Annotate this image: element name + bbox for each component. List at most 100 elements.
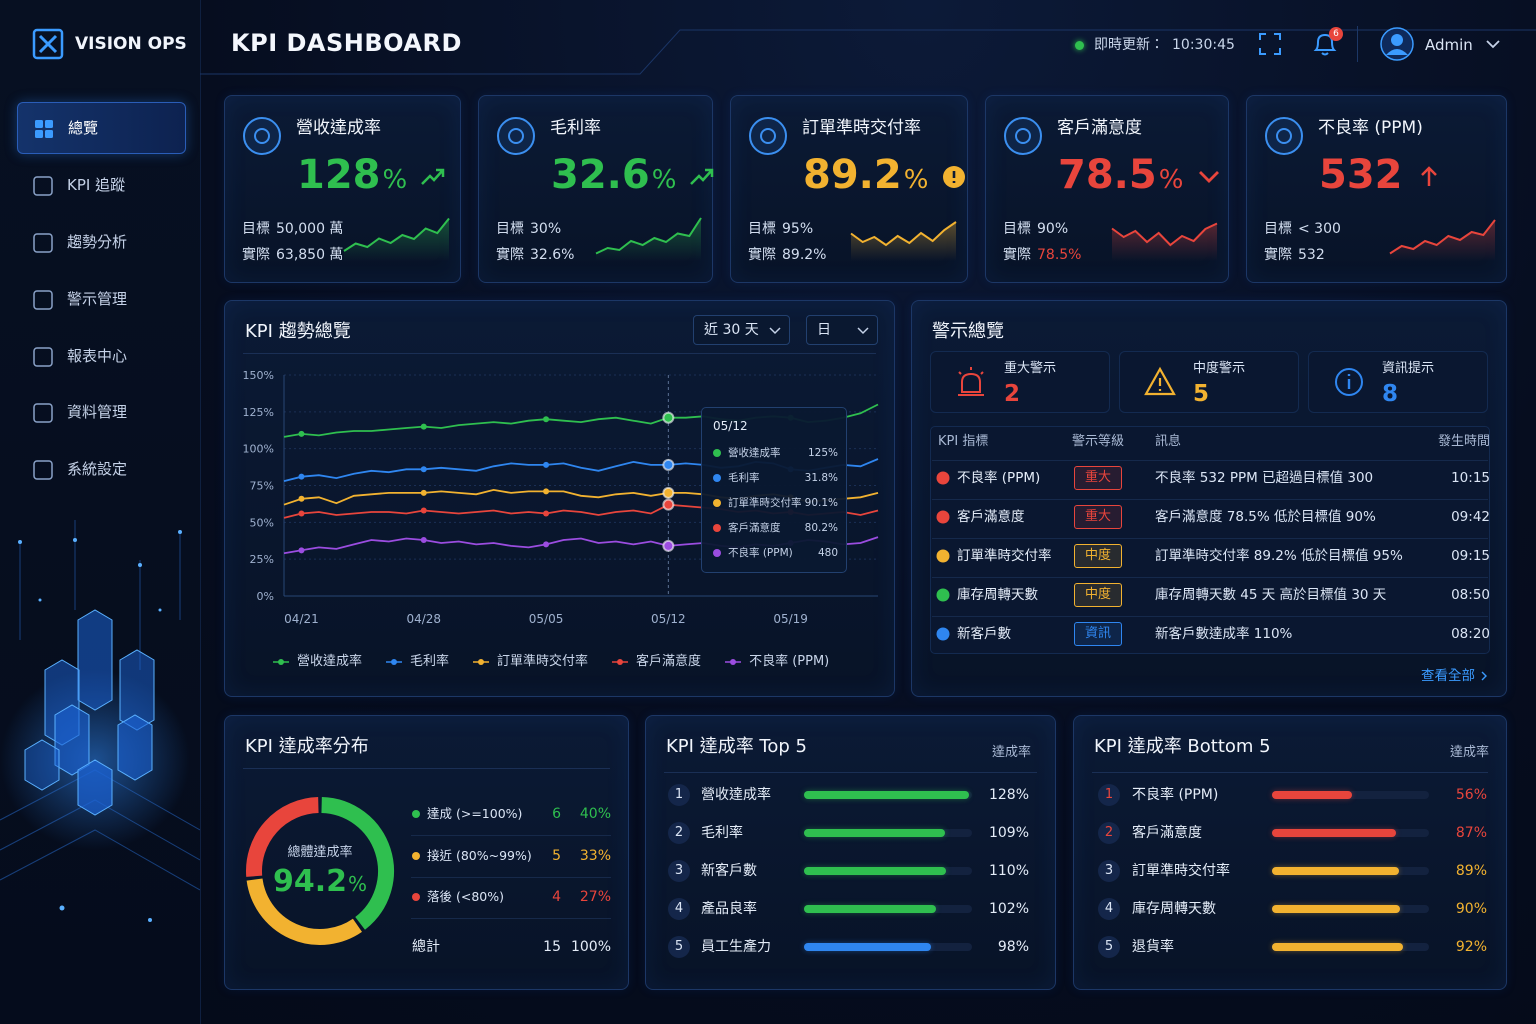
view-all[interactable]: 查看全部 — [1421, 667, 1487, 685]
nav-icon-cell — [45, 130, 53, 138]
nav-label: KPI 追蹤 — [67, 176, 126, 194]
nav-item[interactable]: 報表中心 — [17, 331, 186, 383]
nav-icon-shape — [33, 290, 53, 310]
row-kpi: 訂單準時交付率 — [957, 548, 1052, 564]
kpi-icon-core — [508, 128, 524, 144]
notification-button[interactable] — [1312, 30, 1338, 58]
nav-item[interactable]: 總覽 — [17, 102, 186, 154]
user-menu — [1486, 40, 1500, 49]
brand-logo — [32, 28, 64, 60]
donut-center-value: 94.2% — [240, 864, 400, 904]
chevron — [857, 327, 869, 335]
user-name[interactable]: Admin — [1425, 36, 1473, 54]
kpi-actual: 實際 78.5% — [1003, 245, 1081, 265]
header-line — [440, 29, 1536, 75]
kpi-actual-value: 532 — [1298, 247, 1325, 263]
rank: 2 — [668, 822, 690, 844]
rank: 1 — [668, 784, 690, 806]
series-point — [662, 498, 675, 511]
series-point — [420, 423, 427, 430]
arrow-up — [421, 168, 445, 185]
kpi-icon-core — [254, 128, 270, 144]
kpi-target-value: 30% — [530, 221, 562, 237]
legend-dot — [412, 893, 420, 901]
nav-icon-cell — [35, 120, 43, 128]
legend-count: 5 — [552, 847, 561, 864]
rank: 5 — [668, 936, 690, 958]
kpi-icon — [497, 117, 535, 155]
y-tick-label: 75% — [250, 480, 274, 493]
row-message: 客戶滿意度 78.5% 低於目標值 90% — [1155, 509, 1376, 525]
rank-value: 109% — [988, 825, 1029, 841]
legend-divider — [411, 835, 611, 836]
kpi-actual-label: 實際 — [496, 247, 524, 263]
nav-label: 警示管理 — [67, 290, 128, 308]
tooltip-value: 90.1% — [804, 497, 838, 509]
tooltip-dot — [713, 449, 721, 457]
nav-item[interactable]: KPI 追蹤 — [17, 160, 186, 212]
row-divider — [932, 538, 1488, 539]
row-icon — [936, 549, 950, 563]
bar — [1272, 791, 1352, 799]
kpi-value: 532 — [1319, 152, 1403, 198]
row-icon-dot — [936, 510, 950, 524]
row-icon — [936, 510, 950, 524]
rank-name: 客戶滿意度 — [1132, 825, 1202, 841]
fullscreen-button[interactable] — [1259, 33, 1281, 55]
select[interactable]: 日 — [806, 315, 878, 345]
separator — [664, 772, 1037, 773]
row-kpi: 庫存周轉天數 — [957, 587, 1038, 603]
rank: 5 — [1098, 936, 1120, 958]
alert-summary: 重大警示 2 — [930, 351, 1110, 413]
legend-count: 4 — [552, 889, 561, 905]
info — [1335, 368, 1363, 396]
nav-item[interactable]: 警示管理 — [17, 274, 186, 326]
kpi-title: 訂單準時交付率 — [802, 118, 921, 138]
x-tick-label: 05/12 — [651, 612, 686, 626]
status-label: 即時更新： — [1094, 37, 1164, 53]
nav-item[interactable]: 資料管理 — [17, 387, 186, 439]
nav-icon-shape — [33, 403, 53, 423]
kpi-unit: % — [651, 165, 677, 195]
rank-name: 產品良率 — [701, 901, 757, 917]
panel-title: 警示總覽 — [932, 321, 1004, 342]
tooltip-dot — [713, 524, 721, 532]
legend-swatch — [386, 659, 403, 665]
alert-summary-label: 中度警示 — [1193, 361, 1246, 376]
bar — [804, 829, 945, 837]
legend-divider — [411, 918, 611, 919]
nav-icon-shape — [33, 233, 53, 253]
nav-icon-cell — [35, 130, 43, 138]
fullscreen-icon — [1259, 33, 1281, 55]
kpi-card: 毛利率 32.6% 目標 30% 實際 32.6% — [478, 95, 714, 283]
select[interactable]: 近 30 天 — [693, 315, 790, 345]
kpi-icon — [749, 117, 787, 155]
arrow-up — [1420, 166, 1437, 186]
alert-summary-icon — [1335, 368, 1363, 396]
row-divider — [932, 577, 1488, 578]
kpi-indicator — [943, 166, 966, 188]
tooltip-name: 毛利率 — [728, 472, 760, 484]
kpi-actual-value: 63,850 萬 — [276, 247, 344, 263]
nav-icon — [33, 290, 53, 310]
y-tick-label: 50% — [250, 516, 274, 529]
bar — [804, 905, 936, 913]
series-point — [543, 461, 550, 468]
series-point — [662, 458, 675, 471]
y-tick-label: 100% — [243, 443, 274, 456]
kpi-indicator — [690, 168, 714, 185]
y-tick-label: 0% — [257, 590, 274, 603]
kpi-target-label: 目標 — [1264, 221, 1292, 237]
kpi-indicator — [1199, 171, 1220, 183]
bar — [1272, 905, 1401, 913]
avatar — [1380, 27, 1414, 61]
kpi-card: 營收達成率 128% 目標 50,000 萬實際 63,850 萬 — [224, 95, 461, 283]
nav-item[interactable]: 系統設定 — [17, 444, 186, 496]
nav-item[interactable]: 趨勢分析 — [17, 217, 186, 269]
legend-label: 客戶滿意度 — [636, 654, 702, 669]
kpi-icon-ring — [243, 117, 281, 155]
logo-frame — [32, 28, 64, 60]
legend-item: 不良率 (PPM) — [725, 653, 829, 671]
row-message: 庫存周轉天數 45 天 高於目標值 30 天 — [1155, 587, 1387, 603]
row-icon-dot — [936, 627, 950, 641]
